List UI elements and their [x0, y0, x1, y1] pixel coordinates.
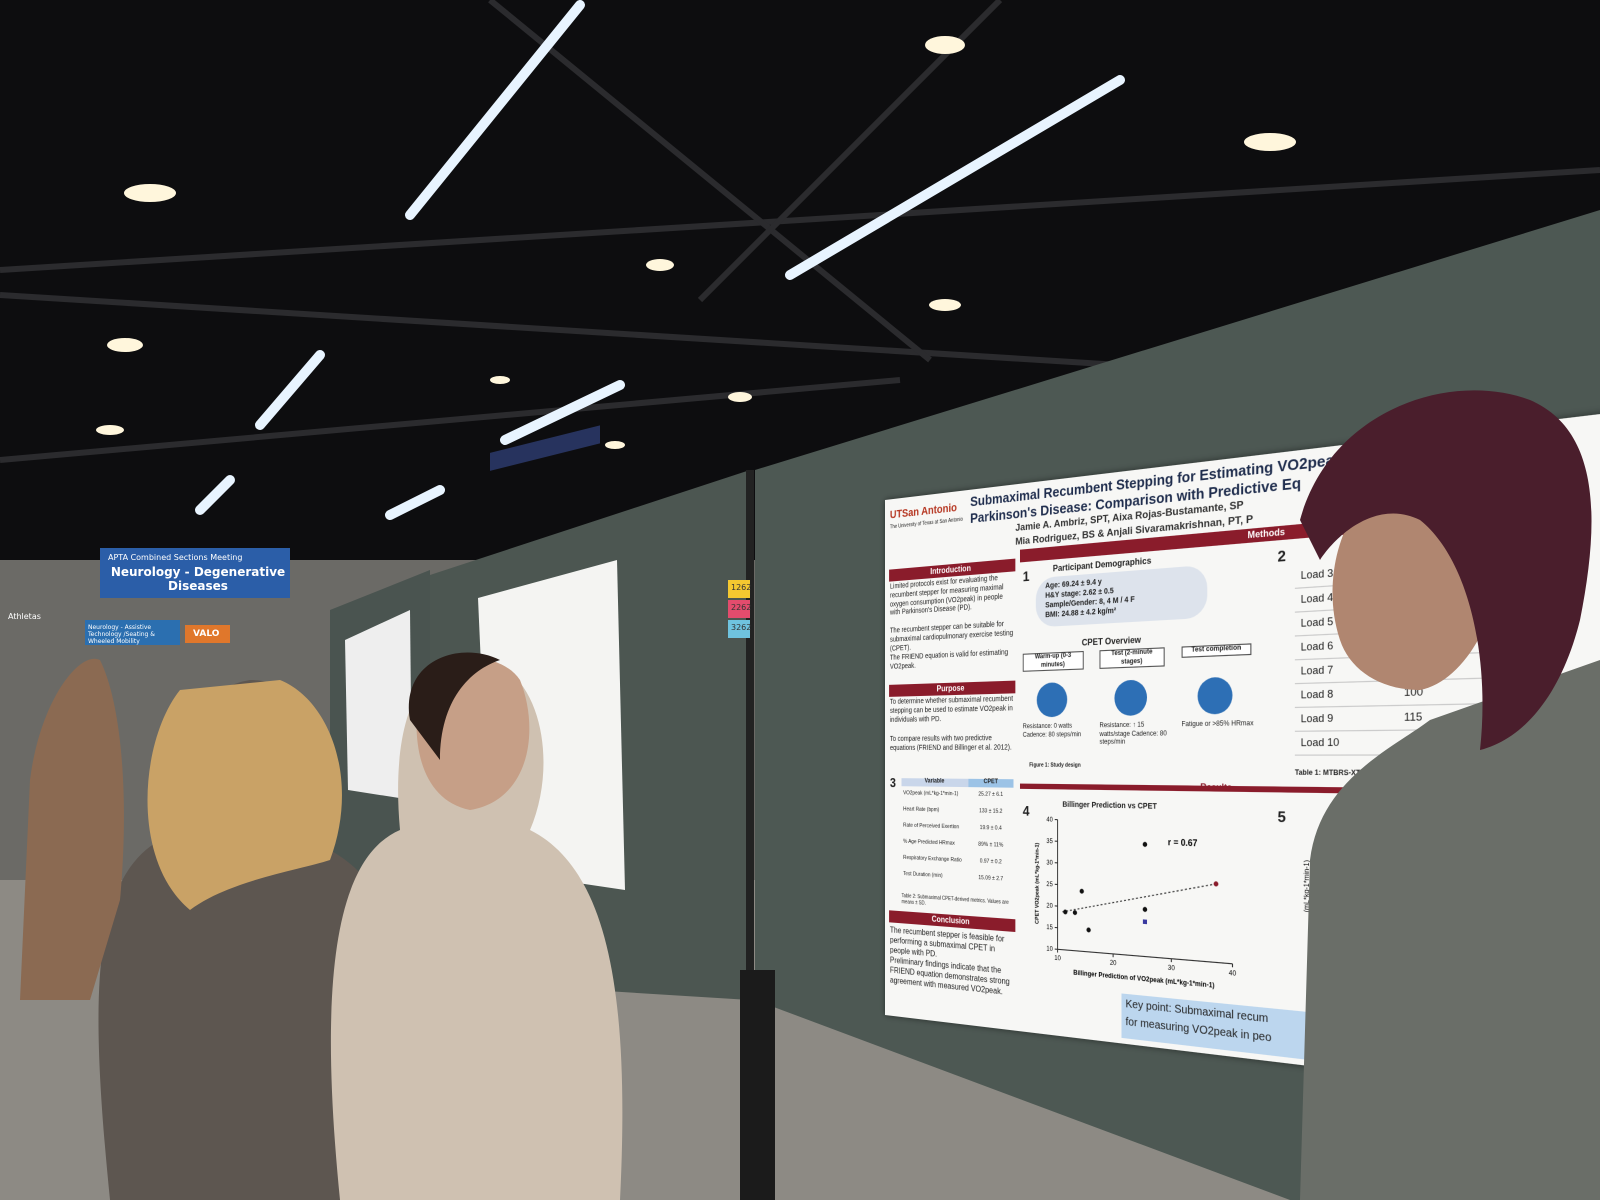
- step-number: 3: [889, 775, 896, 791]
- table-value: 15.09 ± 2.7: [978, 874, 1004, 883]
- load-value: 115: [1403, 710, 1423, 724]
- load-label: Load 10: [1300, 736, 1340, 749]
- cpet-stages: Warm-up (0-3 minutes) Resistance: 0 watts…: [1022, 642, 1270, 760]
- section-heading: Purpose: [889, 680, 1016, 697]
- paragraph: To compare results with two predictive e…: [889, 734, 1012, 752]
- paragraph: To determine whether submaximal recumben…: [889, 695, 1014, 724]
- stage-label: Test (2-minute stages): [1099, 647, 1165, 669]
- table-value: 19.9 ± 0.4: [979, 824, 1002, 832]
- load-value: 70: [1403, 635, 1417, 649]
- stage-icon: [1197, 676, 1233, 715]
- table-label: Test Duration (min): [903, 870, 943, 880]
- load-label: Load 7: [1300, 663, 1334, 677]
- y-tick-label: 35: [1324, 869, 1335, 881]
- y-tick-label: 35: [1046, 838, 1052, 845]
- scatter-plot: 40 35 (mL*kg-1*min-1): [1304, 814, 1551, 1029]
- y-tick-label: 40: [1324, 833, 1335, 845]
- y-tick-label: 40: [1046, 817, 1052, 824]
- table-header: CPET: [968, 778, 1014, 788]
- table-header: Variable: [901, 778, 969, 787]
- point: [1142, 841, 1148, 847]
- stage-detail: Resistance: 0 watts Cadence: 80 steps/mi…: [1022, 723, 1082, 739]
- table-value: 133 ± 15.2: [979, 808, 1003, 815]
- table-label: Rate of Perceived Exertion: [903, 822, 960, 831]
- y-axis-label: CPET VO2peak (mL*kg-1*min-1): [1035, 842, 1040, 924]
- load-value: 85: [1403, 660, 1417, 674]
- load-label: Load 5: [1300, 615, 1334, 630]
- point: [1072, 910, 1078, 916]
- paragraph: Limited protocols exist for evaluating t…: [889, 574, 1004, 617]
- point: [1079, 888, 1084, 894]
- x-axis-label: Billinger Prediction of VO2peak (mL*kg-1…: [1073, 970, 1214, 990]
- x-tick-label: 20: [1110, 960, 1117, 968]
- point: [1063, 909, 1068, 915]
- load-value: 100: [1403, 685, 1424, 699]
- y-tick-label: 15: [1046, 924, 1052, 932]
- x-tick-label: 40: [1229, 970, 1236, 978]
- sign-section: Neurology - Degenerative Diseases: [110, 565, 286, 593]
- x-tick-label: 10: [1054, 955, 1060, 963]
- y-tick-label: 20: [1046, 903, 1052, 910]
- scatter-plot: 10 15 20 25 30 35 40 10 20 30 40 r = 0.67 Billinger …: [1035, 817, 1237, 990]
- plot-annotation: r = 0.67: [1168, 837, 1198, 849]
- row-rule: [1294, 703, 1483, 709]
- point: [1213, 881, 1219, 887]
- stage-label: Warm-up (0-3 minutes): [1022, 650, 1084, 672]
- row-rule: [1294, 728, 1483, 732]
- load-label: Load 8: [1300, 687, 1334, 701]
- point: [1086, 927, 1091, 933]
- load-label: Load 3: [1300, 567, 1334, 582]
- subheading: CPET Overview: [1081, 634, 1141, 648]
- sign-section-2: Neurology - Assistive Technology /Seatin…: [88, 624, 155, 645]
- axis: [1058, 949, 1233, 963]
- sign-event: APTA Combined Sections Meeting: [108, 553, 243, 562]
- load-label: Load 6: [1300, 639, 1334, 654]
- x-tick-label: 30: [1168, 965, 1175, 973]
- point: [1142, 919, 1148, 925]
- row-rule: [1294, 677, 1483, 685]
- sign-valo: VALO: [193, 629, 220, 639]
- table-label: % Age Predicted HRmax: [903, 838, 955, 847]
- load-label: Load 4: [1300, 591, 1334, 606]
- y-tick-label: 25: [1046, 881, 1052, 888]
- table-caption: Table 2: Submaximal CPET-derived metrics…: [901, 893, 1009, 908]
- y-axis-label: (mL*kg-1*min-1): [1304, 860, 1312, 913]
- step-number: 1: [1022, 568, 1030, 585]
- section-heading: Results: [1200, 782, 1232, 793]
- stage-detail: Resistance: ↑ 15 watts/stage Cadence: 80…: [1099, 722, 1167, 746]
- load-label: Load 9: [1300, 712, 1334, 725]
- y-tick-label: 10: [1046, 946, 1052, 954]
- stage-icon: [1036, 682, 1068, 718]
- y-tick-label: 30: [1046, 860, 1052, 867]
- table-value: 0.97 ± 0.2: [979, 858, 1002, 866]
- table-value: 25.27 ± 6.1: [978, 791, 1004, 799]
- stage-icon: [1114, 679, 1148, 716]
- row-rule: [1294, 754, 1483, 756]
- load-value: 130: [1403, 735, 1424, 749]
- results-table: Variable CPET VO2peak (mL*kg-1*min-1) 25.27…: [901, 778, 1014, 883]
- table-label: VO2peak (mL*kg-1*min-1): [903, 790, 959, 798]
- protocol-table: Load 3 Load 4 Load 5 Load 6 70 Load 7 85 Load 8…: [1294, 556, 1483, 756]
- booth-number: 3262: [731, 623, 752, 632]
- booth-number: 1262: [731, 583, 752, 592]
- table-label: Heart Rate (bpm): [903, 806, 940, 814]
- step-number: 5: [1277, 807, 1286, 826]
- figure-caption: Figure 1: Study design: [1029, 762, 1081, 769]
- point: [1142, 906, 1148, 913]
- sign-booth: Athletas: [8, 612, 41, 621]
- booth-number: 2262: [731, 603, 752, 612]
- table-label: Respiratory Exchange Ratio: [903, 854, 962, 864]
- step-number: 2: [1277, 546, 1286, 566]
- stage-detail: Fatigue or >85% HRmax: [1181, 720, 1254, 729]
- rule: [1019, 783, 1600, 800]
- table-value: 89% ± 11%: [978, 841, 1004, 849]
- poster: UTSan Antonio The University of Texas at…: [885, 386, 1600, 1129]
- table-caption: Table 1: MTBRS-XT protocol ad: [1294, 770, 1404, 778]
- trend-line: [1062, 876, 1216, 922]
- stage-label: Test completion: [1181, 643, 1252, 658]
